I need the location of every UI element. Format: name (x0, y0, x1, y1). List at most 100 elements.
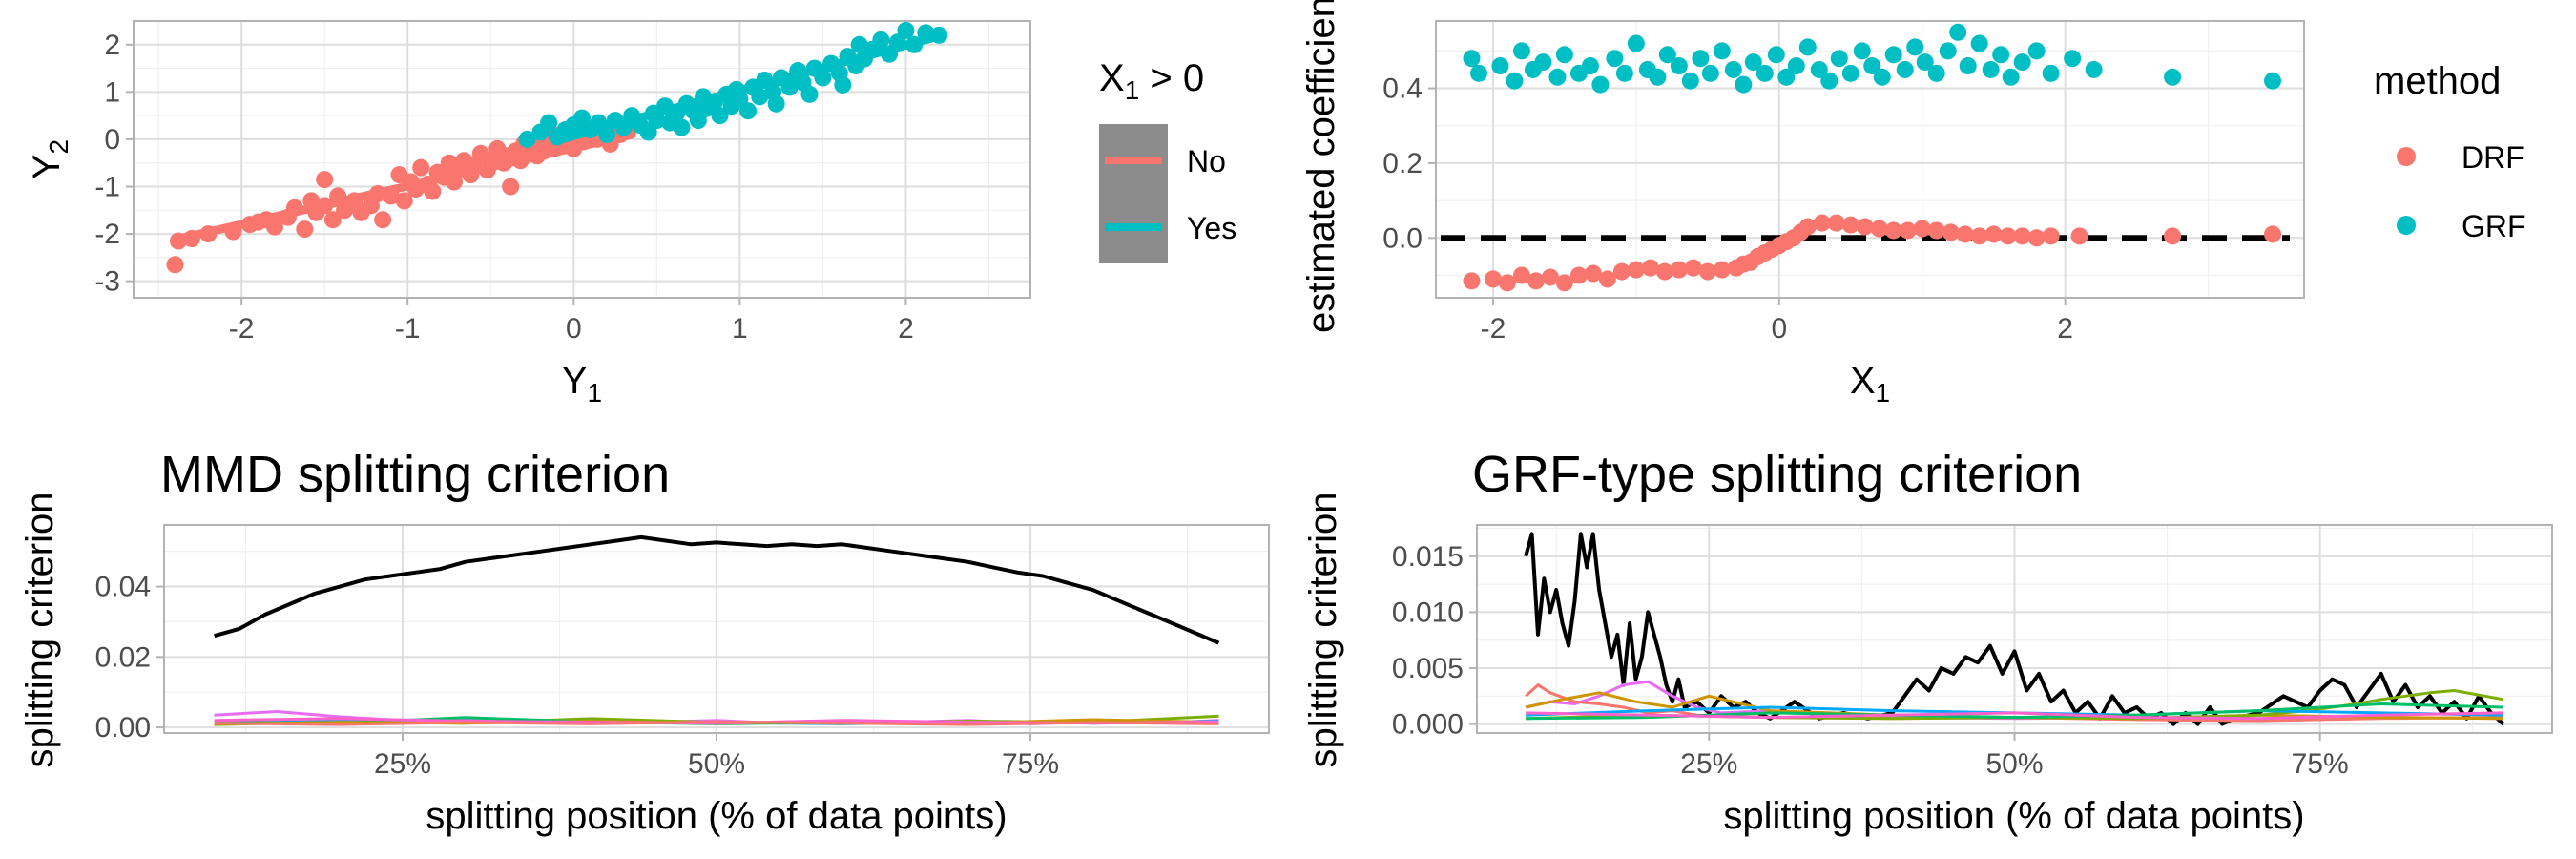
p4-y-tick-label-3: 0.015 (1392, 541, 1464, 573)
p2-point-grf-14 (1627, 34, 1645, 52)
p2-y-tick-label-0: 0.0 (1382, 222, 1423, 254)
p2-point-drf-33 (1870, 220, 1888, 238)
p2-point-grf-19 (1681, 72, 1699, 90)
p2-point-drf-16 (1698, 262, 1716, 281)
p2-ticks: -2 0 2 0.0 0.2 0.4 (1382, 73, 2073, 345)
p2-point-grf-36 (1863, 57, 1881, 75)
p2-point-drf-47 (2164, 227, 2182, 245)
p1-point-no-8 (265, 218, 283, 236)
p2-point-grf-11 (1591, 75, 1610, 94)
p2-point-drf-30 (1827, 214, 1845, 232)
p1-x-tick-label-1: -1 (395, 313, 421, 345)
p2-marks (1441, 23, 2290, 292)
p2-point-drf-29 (1813, 214, 1831, 232)
p2-point-grf-27 (1767, 46, 1785, 64)
p4-ticks: 25% 50% 75% 0.000 0.005 0.010 0.015 (1392, 541, 2349, 780)
p2-point-grf-6 (1534, 53, 1552, 72)
p1-point-yes-2 (540, 114, 558, 132)
p2-point-grf-25 (1744, 53, 1762, 72)
p2-point-grf-56 (2264, 72, 2282, 90)
p1-point-yes-27 (711, 107, 729, 125)
p2-point-drf-34 (1884, 221, 1902, 240)
p1-x-tick-label-0: -2 (229, 313, 255, 345)
p4-x-tick-label-1: 50% (1985, 748, 2043, 780)
p2-point-grf-13 (1615, 64, 1633, 82)
p2-y-axis-title: estimated coefficient (1300, 0, 1342, 333)
p4-y-tick-label-0: 0.000 (1392, 709, 1464, 741)
p2-point-grf-45 (1959, 57, 1977, 75)
p1-y-axis-title: Y2 (26, 139, 73, 179)
p2-point-grf-42 (1927, 64, 1945, 82)
p2-point-grf-49 (2002, 68, 2020, 86)
p2-point-grf-26 (1755, 64, 1774, 82)
p2-point-grf-3 (1506, 72, 1524, 90)
p1-y-tick-label-0: -3 (94, 266, 120, 298)
p2-point-grf-17 (1658, 46, 1676, 64)
p1-point-no-11 (296, 220, 314, 239)
p2-legend-key-drf (2397, 147, 2416, 166)
p1-point-no-23 (374, 211, 392, 229)
p2-point-grf-31 (1810, 60, 1828, 78)
p2-point-drf-41 (1984, 225, 2003, 243)
p2-point-grf-43 (1939, 42, 1957, 60)
p2-point-grf-48 (1992, 46, 2010, 64)
p1-point-no-26 (395, 192, 413, 210)
p1-point-no-16 (323, 211, 342, 229)
p4-series-line-0 (1524, 532, 2505, 726)
p2-point-drf-40 (1970, 227, 1988, 245)
p2-point-drf-3 (1512, 266, 1530, 284)
p2-y-tick-label-1: 0.2 (1382, 148, 1423, 179)
p4-series-line-2 (1525, 683, 2503, 723)
p2-point-grf-34 (1841, 64, 1859, 82)
p2-point-grf-46 (1970, 34, 1988, 52)
p1-point-yes-0 (518, 130, 536, 148)
p2-point-drf-7 (1569, 266, 1588, 284)
p2-point-grf-30 (1798, 38, 1817, 56)
p2-point-grf-53 (2064, 50, 2082, 68)
p2-legend-key-grf (2397, 216, 2416, 235)
p1-x-tick-label-2: 0 (566, 313, 582, 345)
panel-grf-type-splitting-criterion: GRF-type splitting criterion 25% 50% 75% 0.… (1302, 446, 2553, 837)
p1-point-no-15 (316, 171, 334, 189)
p1-y-tick-label-3: 0 (104, 124, 120, 156)
p2-point-grf-0 (1463, 50, 1481, 68)
p2-point-grf-41 (1916, 53, 1934, 72)
p2-point-drf-32 (1856, 218, 1874, 236)
p4-marks (1524, 532, 2505, 726)
p2-x-tick-label-2: 2 (2057, 313, 2073, 345)
p3-y-axis-title: splitting criterion (19, 492, 61, 767)
p1-trend-line-yes (552, 31, 947, 145)
p2-legend: method DRF GRF (2374, 60, 2526, 243)
p1-ticks: -2 -1 0 1 2 -3 -2 -1 0 1 2 (94, 30, 913, 345)
p1-x-tick-label-4: 2 (898, 313, 914, 345)
p1-y-tick-label-5: 2 (104, 30, 120, 61)
p3-x-tick-label-0: 25% (374, 748, 431, 780)
p4-y-tick-label-2: 0.010 (1392, 597, 1464, 628)
p3-y-tick-label-0: 0.00 (95, 712, 151, 744)
p2-point-drf-12 (1641, 259, 1659, 277)
p2-point-grf-2 (1491, 57, 1509, 75)
p2-point-drf-0 (1463, 272, 1481, 290)
p1-point-yes-37 (767, 94, 785, 113)
p1-point-yes-50 (850, 35, 868, 53)
p3-x-axis-title: splitting position (% of data points) (426, 795, 1007, 837)
p2-point-drf-10 (1612, 262, 1631, 281)
p1-legend-title: X1 > 0 (1099, 57, 1204, 105)
p2-point-grf-44 (1949, 23, 1967, 41)
p2-point-drf-11 (1627, 261, 1645, 279)
p2-point-drf-48 (2264, 225, 2282, 243)
p1-point-yes-44 (814, 69, 832, 87)
p3-x-tick-label-1: 50% (688, 748, 745, 780)
p2-point-drf-28 (1798, 218, 1817, 236)
p2-point-grf-21 (1701, 64, 1719, 82)
p1-legend: X1 > 0 No Yes (1099, 57, 1236, 263)
p2-point-drf-45 (2042, 227, 2060, 245)
p2-point-drf-4 (1527, 272, 1545, 290)
p2-point-drf-38 (1942, 223, 1960, 241)
p1-trend-line-no (171, 130, 636, 244)
p2-y-tick-label-2: 0.4 (1382, 73, 1423, 105)
p2-point-grf-47 (1982, 60, 2000, 78)
p2-point-drf-43 (2013, 227, 2031, 245)
p2-point-drf-14 (1670, 261, 1688, 279)
p4-x-tick-label-2: 75% (2292, 748, 2349, 780)
